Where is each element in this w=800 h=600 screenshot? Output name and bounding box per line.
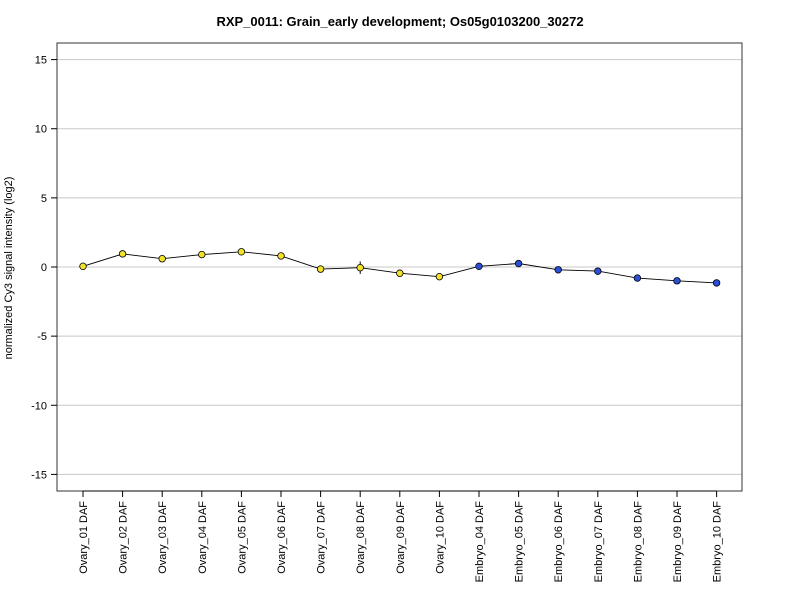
data-point [712, 279, 721, 287]
x-tick-label: Ovary_02 DAF [118, 501, 130, 574]
x-tick-label: Ovary_07 DAF [316, 501, 328, 574]
data-point [277, 252, 285, 260]
y-tick-label: 10 [35, 124, 47, 136]
y-axis: 15 10 5 0 -5 -10 -15 [31, 55, 57, 481]
data-point [118, 250, 127, 258]
data-point [356, 263, 364, 272]
data-point [673, 277, 681, 285]
data-point [158, 255, 166, 263]
x-tick-label: Embryo_04 DAF [474, 501, 486, 583]
data-point [435, 272, 444, 281]
data-point [396, 269, 404, 277]
x-tick-label: Ovary_03 DAF [157, 501, 169, 574]
x-tick-label: Ovary_10 DAF [434, 501, 446, 574]
data-point [554, 266, 562, 274]
x-tick-label: Ovary_08 DAF [355, 501, 367, 574]
data-point [316, 265, 325, 273]
x-tick-label: Embryo_08 DAF [632, 501, 644, 583]
y-axis-label: normalized Cy3 signal intensity (log2) [3, 177, 15, 360]
data-point [237, 248, 246, 256]
y-tick-label: -10 [31, 400, 47, 412]
x-tick-label: Embryo_05 DAF [514, 501, 526, 583]
y-tick-label: -5 [37, 331, 47, 343]
x-tick-label: Embryo_10 DAF [712, 501, 724, 583]
x-tick-label: Embryo_07 DAF [593, 501, 605, 583]
data-point [594, 267, 602, 275]
x-axis: Ovary_01 DAF Ovary_02 DAF Ovary_03 DAF Ovar… [78, 490, 724, 583]
data-point [633, 274, 642, 282]
x-tick-label: Ovary_05 DAF [236, 501, 248, 574]
x-tick-label: Ovary_01 DAF [78, 501, 90, 574]
chart-title: RXP_0011: Grain_early development; Os05g… [216, 14, 583, 29]
grid-lines [57, 59, 742, 475]
data-point [79, 262, 87, 271]
y-tick-label: -15 [31, 469, 47, 481]
x-tick-label: Ovary_09 DAF [395, 501, 407, 574]
y-tick-label: 5 [41, 193, 47, 205]
data-point [198, 250, 206, 259]
data-point [514, 259, 523, 268]
y-tick-label: 15 [35, 55, 47, 67]
x-tick-label: Ovary_04 DAF [197, 501, 209, 574]
y-tick-label: 0 [41, 262, 47, 274]
x-tick-label: Embryo_09 DAF [672, 501, 684, 583]
data-point [475, 262, 483, 271]
x-tick-label: Embryo_06 DAF [553, 501, 565, 583]
x-tick-label: Ovary_06 DAF [276, 501, 288, 574]
series-layer [79, 248, 721, 287]
